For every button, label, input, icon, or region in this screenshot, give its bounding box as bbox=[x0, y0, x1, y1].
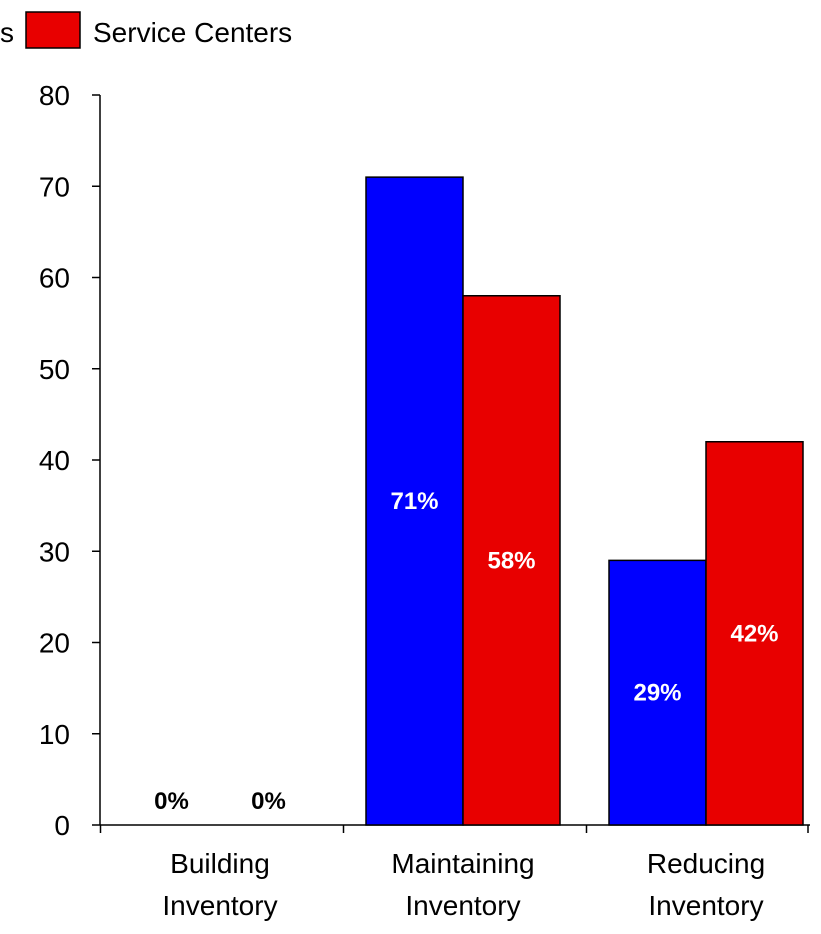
x-axis: Building Inventory Maintaining Inventory Red… bbox=[99, 824, 810, 921]
legend-label-series-1: s bbox=[0, 17, 14, 48]
legend: s Service Centers bbox=[0, 11, 292, 49]
data-label: 29% bbox=[633, 680, 681, 707]
x-category-label: Inventory bbox=[162, 890, 277, 921]
data-label: 71% bbox=[390, 488, 438, 515]
data-label: 0% bbox=[154, 788, 189, 815]
y-axis: 0 10 20 30 40 50 60 70 80 bbox=[39, 80, 101, 841]
y-tick-label: 20 bbox=[39, 628, 70, 659]
y-tick-label: 70 bbox=[39, 171, 70, 202]
x-category-label: Reducing bbox=[647, 848, 765, 879]
x-category-label: Maintaining bbox=[391, 848, 534, 879]
y-tick-label: 0 bbox=[54, 810, 70, 841]
legend-label-series-2: Service Centers bbox=[93, 17, 292, 48]
x-category-label: Building bbox=[170, 848, 270, 879]
data-label: 58% bbox=[487, 547, 535, 574]
y-tick-label: 40 bbox=[39, 445, 70, 476]
y-tick-label: 80 bbox=[39, 80, 70, 111]
data-labels: 0% 71% 29% 0% 58% 42% bbox=[154, 488, 778, 815]
x-category-label: Inventory bbox=[405, 890, 520, 921]
legend-swatch-series-2 bbox=[25, 11, 81, 49]
y-tick-label: 50 bbox=[39, 354, 70, 385]
y-tick-label: 30 bbox=[39, 536, 70, 567]
bar-series-1 bbox=[365, 176, 464, 826]
bar-series-2 bbox=[462, 295, 561, 826]
bar-series-2 bbox=[705, 441, 804, 826]
y-tick-label: 60 bbox=[39, 263, 70, 294]
bars bbox=[365, 176, 804, 826]
y-tick-label: 10 bbox=[39, 719, 70, 750]
x-category-label: Inventory bbox=[648, 890, 763, 921]
data-label: 0% bbox=[251, 788, 286, 815]
data-label: 42% bbox=[730, 620, 778, 647]
